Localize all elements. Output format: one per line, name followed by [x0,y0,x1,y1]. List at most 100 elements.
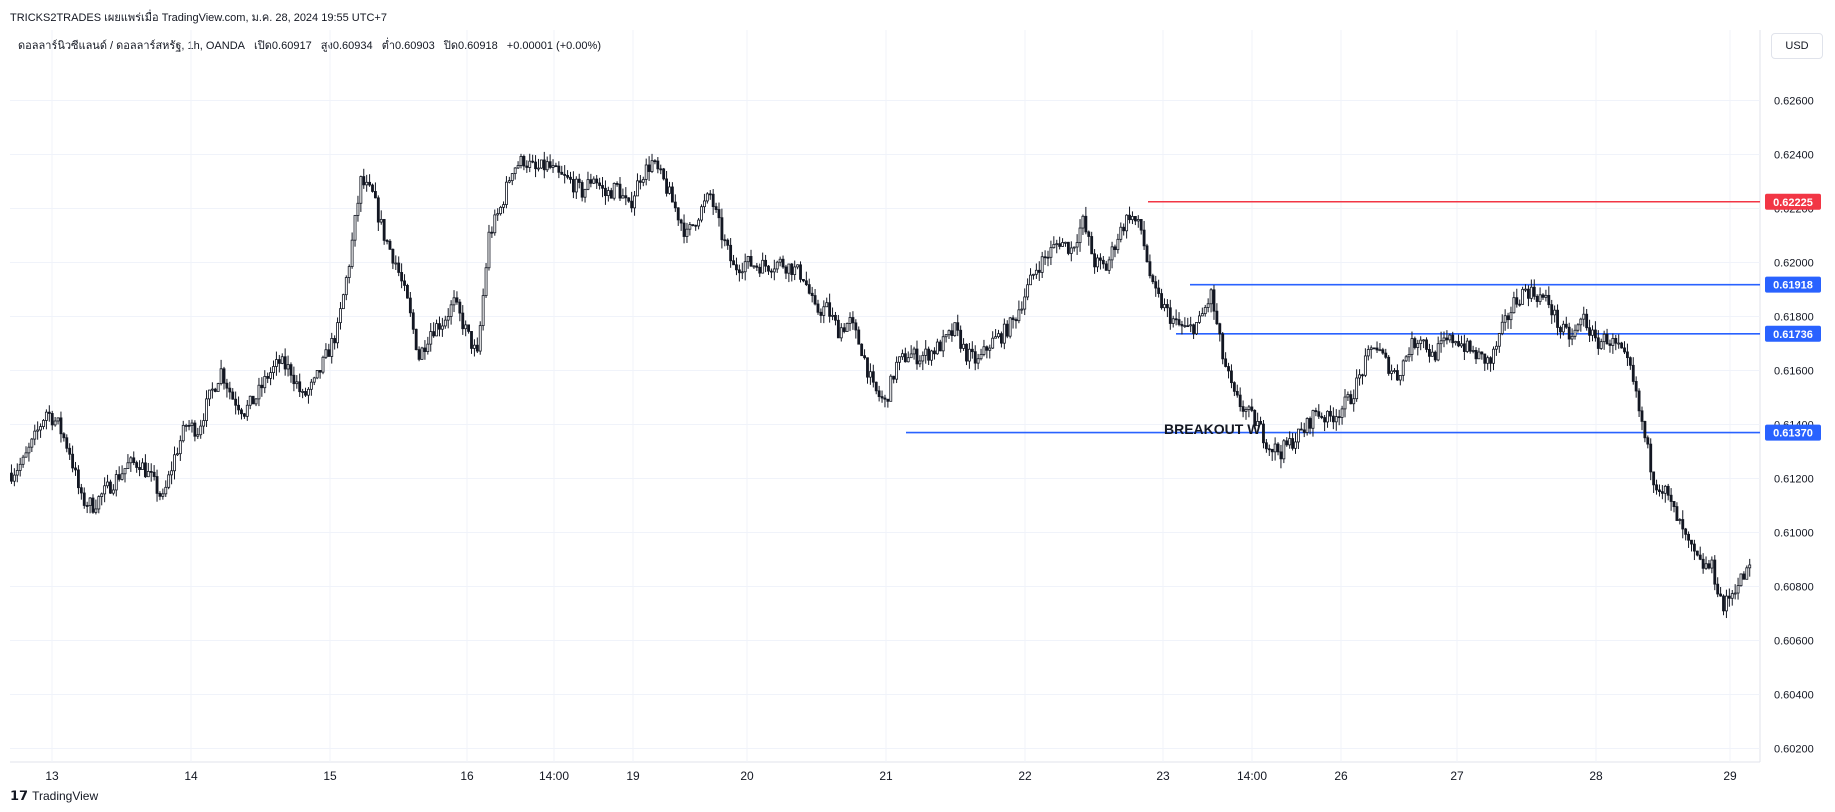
candle [1465,337,1469,354]
candle [944,334,948,343]
candle [21,454,25,468]
candle-body [77,469,80,489]
candle-body [638,180,642,183]
candle-body [790,263,794,275]
candle-body [1602,333,1606,343]
candle [1512,291,1516,314]
candle-body [1075,242,1079,248]
candle [362,168,366,189]
candle [839,323,843,342]
candle [1014,317,1018,329]
candle-body [1197,315,1201,323]
candle [1690,539,1693,552]
currency-button[interactable]: USD [1771,33,1823,59]
candle [1628,356,1632,370]
candle-body [1544,294,1548,298]
candle-body [531,160,535,163]
candle-body [1329,410,1332,417]
candle-body [158,492,162,497]
candle [956,314,960,337]
candle [1262,419,1265,449]
candle-body [688,224,692,230]
candle-body [1623,347,1626,353]
candle-body [277,359,281,364]
candle [432,322,436,338]
candle-body [743,261,747,273]
time-tick-label: 27 [1450,769,1464,783]
candle-body [315,370,319,379]
candle-body [1168,307,1172,324]
candle [1451,331,1455,348]
symbol-name[interactable]: ดอลลาร์นิวซีแลนด์ / ดอลลาร์สหรัฐ, 1h, OA… [18,40,245,52]
candle-body [1462,343,1466,352]
level-price-tag [1765,325,1821,342]
candle-body [1425,339,1428,350]
candle-body [895,361,899,380]
candle [534,155,537,178]
candle-body [749,256,753,267]
candle [1224,352,1228,368]
candle [1206,298,1210,313]
candle-body [1221,333,1225,360]
candle [155,469,159,502]
candle [269,367,273,386]
candle [277,354,281,373]
candle-body [828,302,832,317]
candle-body [1550,304,1554,316]
candle [1489,356,1493,372]
candle [1363,348,1367,378]
candle [1066,241,1070,256]
candle [1148,254,1152,279]
candle [802,278,805,283]
candle [1064,241,1067,247]
candle-body [59,417,63,435]
candle-body [918,360,922,365]
candle [551,159,555,173]
candle [662,167,666,181]
candle-body [237,404,240,411]
candle [438,316,441,337]
candle-body [1468,340,1472,352]
candle [1075,234,1079,255]
candle [1142,220,1146,250]
candle [892,375,896,384]
candle-body [178,440,182,455]
candle-body [1020,308,1024,311]
candle [1430,344,1434,357]
candle [1692,539,1696,561]
candle-body [30,438,34,448]
candle-body [1212,289,1216,312]
candle [1326,410,1329,428]
candle [213,387,217,393]
candle [1078,219,1082,252]
candle [784,264,788,280]
candle-body [295,381,299,385]
candle [167,470,171,490]
candle [295,375,299,389]
candle-body [347,266,351,278]
candle-body [65,437,69,449]
candle [1655,479,1658,495]
candle-body [898,356,901,363]
candle-body [15,470,19,476]
candle-body [1014,319,1018,322]
candle [1719,586,1723,597]
candle [56,417,60,425]
candle [746,255,750,269]
candle [1093,249,1097,274]
candle-body [1660,491,1664,494]
candle-body [1000,333,1003,344]
candle [266,372,270,384]
candle-body [190,422,194,426]
candle [755,262,759,271]
candle [1605,328,1609,345]
candle [1218,322,1222,342]
candle-body [1227,366,1230,372]
candle-body [1101,259,1105,265]
candle-body [1002,323,1006,344]
candle [618,177,622,202]
candle-body [1238,394,1242,407]
candle [705,192,709,204]
candle-body [1480,351,1484,355]
